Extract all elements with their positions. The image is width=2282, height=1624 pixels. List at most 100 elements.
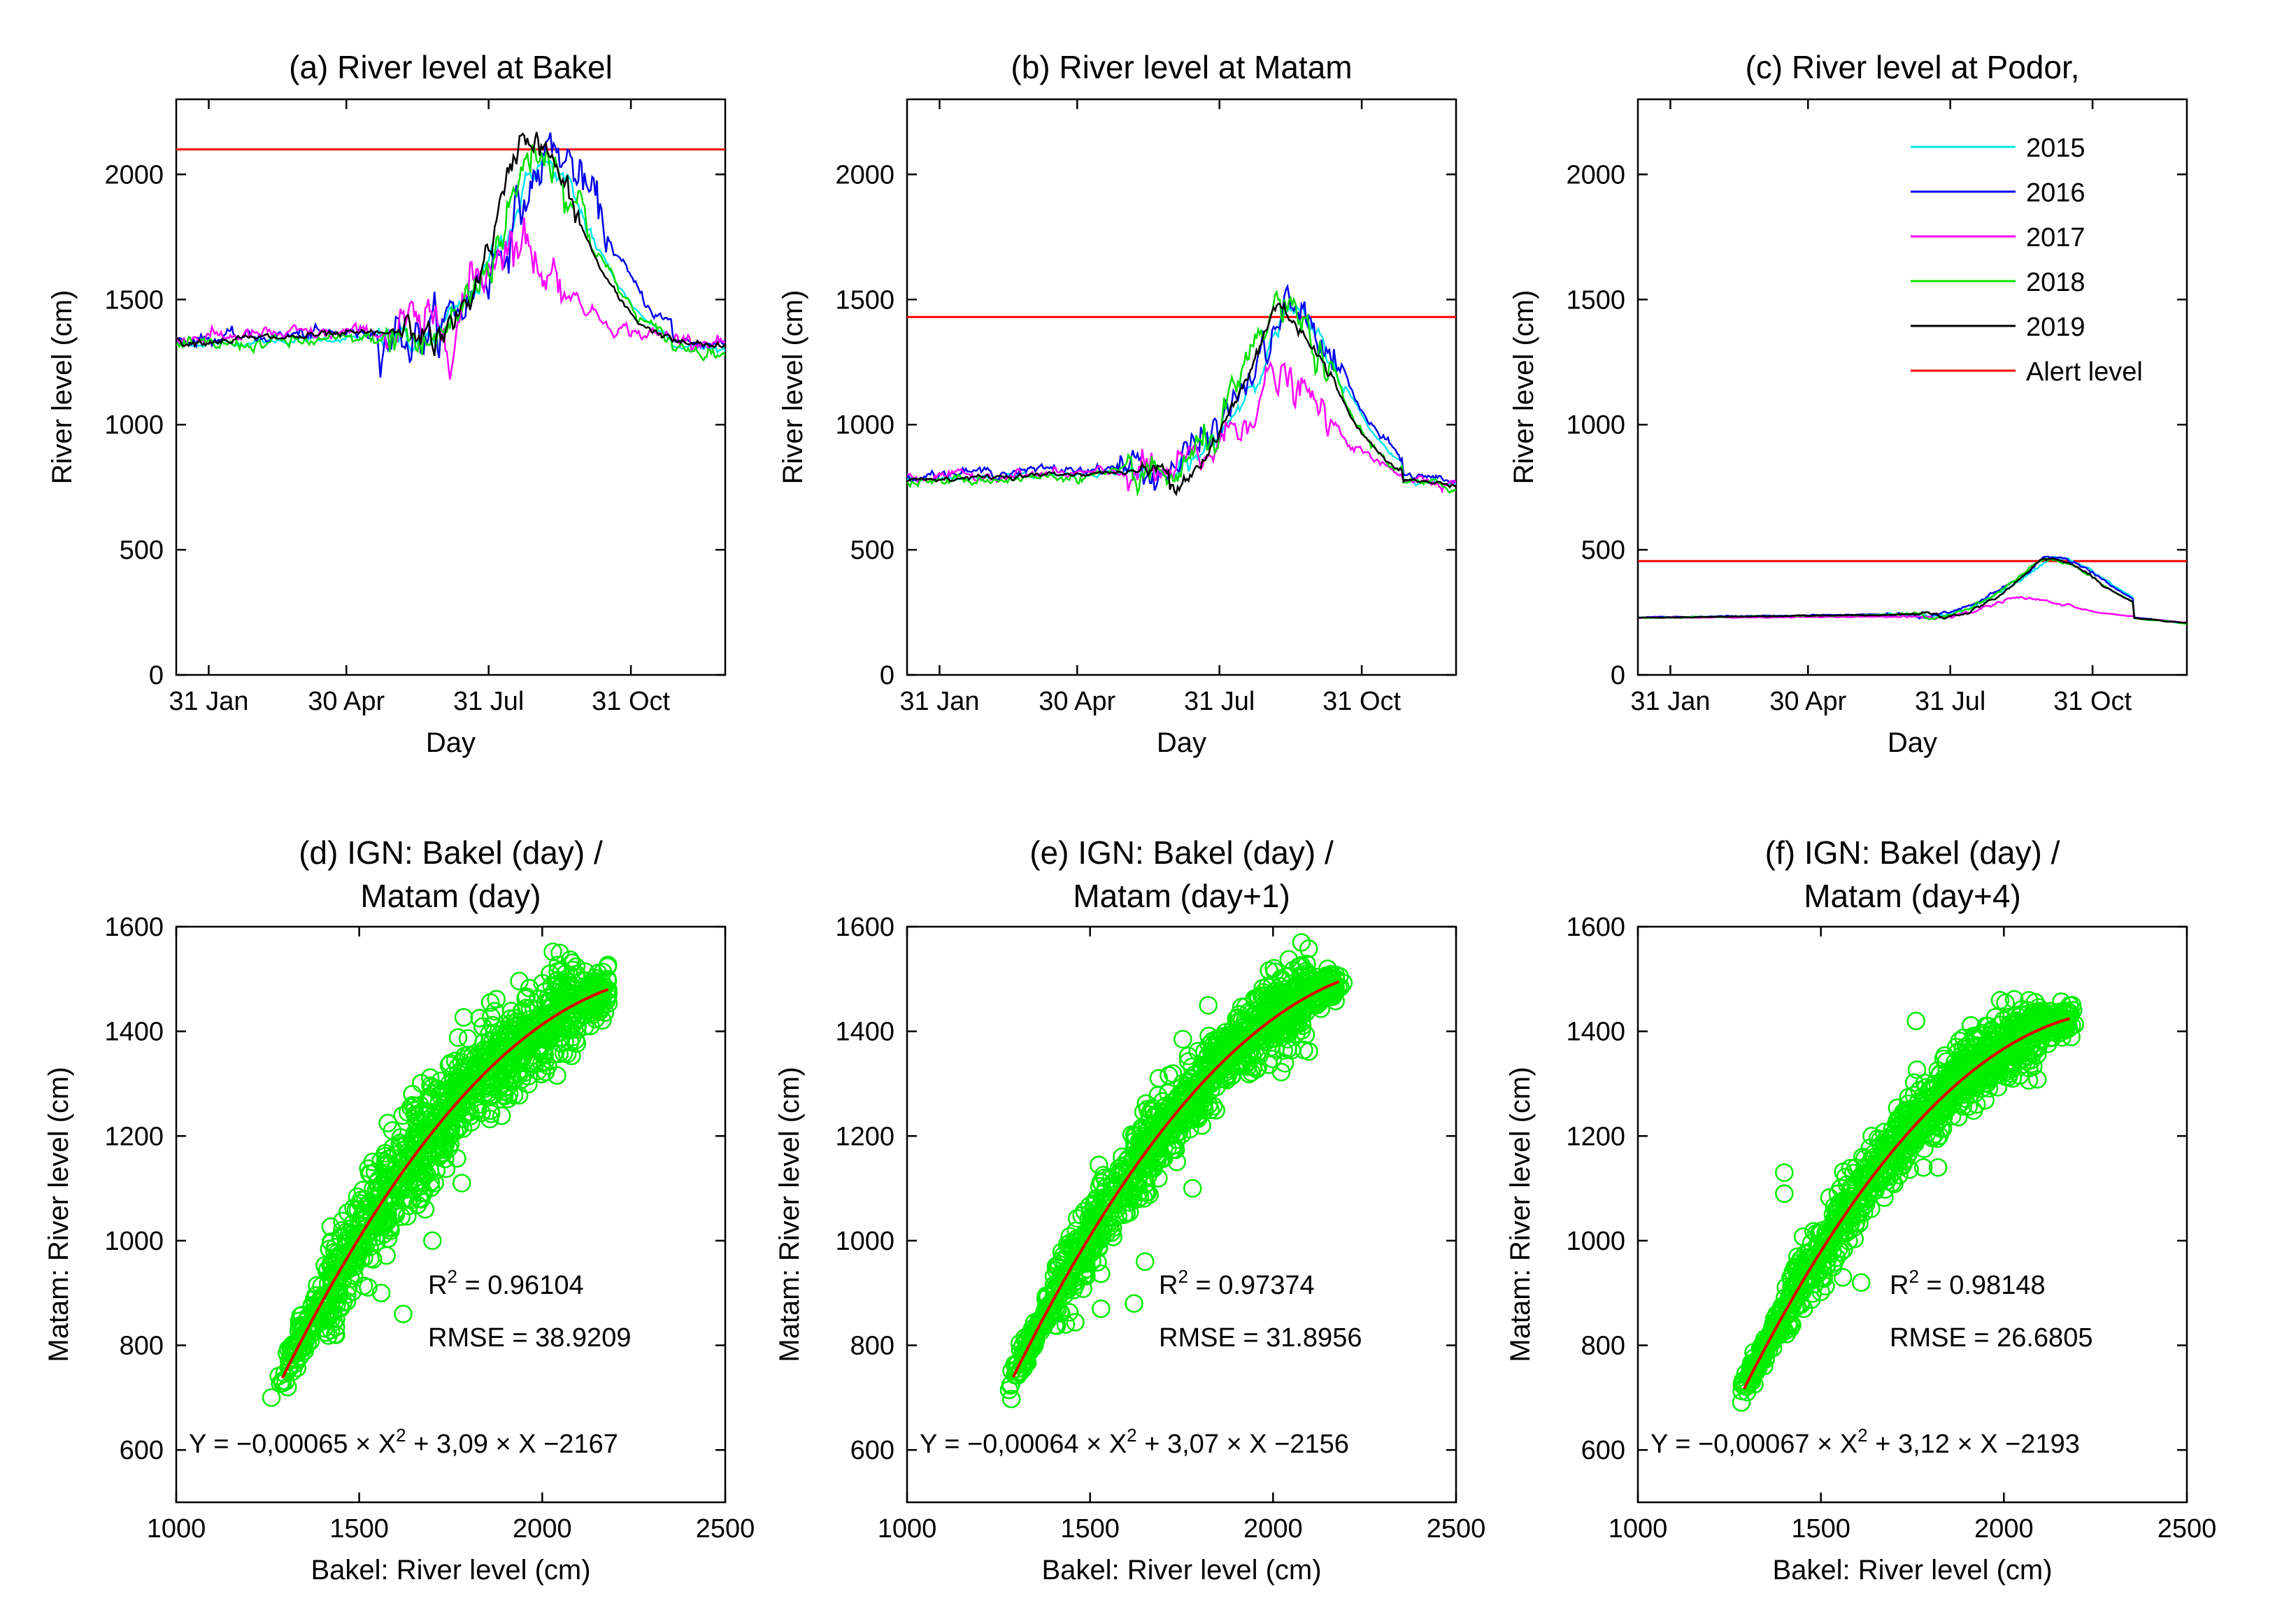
chart-title-line-1: (e) IGN: Bakel (day) /: [1029, 834, 1334, 871]
scatter-points: [1732, 990, 2084, 1412]
scatter-point: [426, 1080, 445, 1099]
scatter-point: [1183, 1178, 1202, 1198]
scatter-point: [1253, 1018, 1271, 1037]
y-tick-label: 1200: [1566, 1122, 1625, 1151]
x-tick-label: 31 Oct: [1322, 687, 1401, 716]
scatter-point: [1964, 1026, 1983, 1046]
scatter-point: [1956, 1081, 1976, 1100]
scatter-point: [1222, 1026, 1241, 1045]
scatter-point: [557, 1009, 576, 1029]
scatter-point: [1102, 1223, 1121, 1242]
scatter-point: [492, 1106, 511, 1125]
scatter-point: [1904, 1122, 1924, 1141]
scatter-point: [471, 1047, 491, 1066]
scatter-point: [599, 981, 618, 999]
scatter-point: [532, 1064, 551, 1083]
r-squared-label: R2 = 0.96104: [428, 1266, 584, 1300]
series-line-2016: [907, 283, 1456, 491]
scatter-point: [1960, 1051, 1979, 1071]
scatter-point: [561, 950, 580, 969]
scatter-point: [408, 1178, 427, 1197]
scatter-point: [1820, 1234, 1839, 1253]
scatter-point: [1199, 996, 1218, 1015]
superscript: 2: [1127, 1425, 1136, 1446]
scatter-point: [1108, 1206, 1128, 1225]
scatter-point: [436, 1092, 455, 1111]
scatter-point: [542, 976, 561, 995]
scatter-point: [344, 1199, 363, 1218]
scatter-point: [1983, 1021, 2002, 1041]
series-line-2017: [176, 217, 725, 380]
scatter-point: [550, 943, 569, 962]
x-axis-label: Bakel: River level (cm): [1041, 1555, 1321, 1586]
scatter-point: [1865, 1181, 1885, 1200]
x-tick-label: 1000: [1609, 1514, 1668, 1544]
scatter-point: [535, 982, 555, 1002]
scatter-point: [1096, 1178, 1115, 1197]
scatter-point: [1232, 1022, 1251, 1041]
y-tick-label: 2000: [835, 160, 894, 190]
scatter-point: [563, 1027, 582, 1047]
chart-title: (c) River level at Podor,: [1745, 49, 2079, 85]
scatter-point: [2027, 1039, 2047, 1058]
scatter-point: [1817, 1255, 1837, 1274]
scatter-point: [1242, 1007, 1261, 1027]
scatter-point: [1225, 1057, 1244, 1076]
scatter-point: [422, 1090, 441, 1109]
x-tick-label: 1000: [147, 1514, 206, 1544]
scatter-point: [1297, 1002, 1316, 1022]
y-tick-label: 600: [1581, 1436, 1625, 1465]
scatter-point: [1092, 1224, 1112, 1243]
scatter-point: [337, 1292, 357, 1311]
scatter-point: [369, 1169, 389, 1189]
scatter-point: [1081, 1244, 1101, 1263]
scatter-point: [1913, 1158, 1933, 1177]
fit-equation: Y = −0,00067 × X2 + 3,12 × X −2193: [1650, 1425, 2080, 1459]
scatter-point: [1977, 1073, 1996, 1092]
scatter-point: [1781, 1268, 1800, 1288]
scatter-point: [529, 1037, 548, 1056]
x-tick-label: 2500: [696, 1514, 755, 1544]
x-tick-label: 2000: [513, 1514, 572, 1544]
legend-label: 2017: [2026, 223, 2085, 252]
scatter-point: [1192, 1059, 1211, 1078]
y-tick-label: 600: [120, 1436, 164, 1465]
scatter-point: [445, 1122, 464, 1141]
axes-box: [1636, 925, 2188, 1504]
legend-label: 2019: [2026, 313, 2085, 342]
scatter-point: [1978, 1067, 1997, 1086]
x-tick-label: 2500: [2158, 1514, 2217, 1544]
scatter-point: [598, 957, 618, 976]
scatter-point: [2003, 1015, 2023, 1034]
scatter-point: [1056, 1315, 1076, 1334]
scatter-point: [592, 998, 611, 1017]
plot-area: [999, 933, 1353, 1409]
scatter-point: [1092, 1299, 1111, 1318]
scatter-point: [1066, 1313, 1085, 1332]
scatter-point: [472, 1103, 491, 1123]
y-axis-label: Matam: River level (cm): [1505, 1067, 1536, 1362]
x-axis-label: Day: [1157, 727, 1206, 758]
scatter-point: [343, 1282, 362, 1302]
scatter-point: [496, 1058, 515, 1077]
scatter-point: [1990, 990, 2010, 1010]
scatter-point: [1189, 1109, 1208, 1127]
x-tick-label: 31 Jan: [169, 687, 248, 716]
scatter-point: [1851, 1273, 1871, 1292]
scatter-point: [406, 1106, 426, 1126]
scatter-point: [1999, 1067, 2018, 1087]
y-tick-label: 500: [120, 536, 164, 565]
plot-area: [176, 131, 725, 380]
legend-label: 2016: [2026, 178, 2085, 208]
panel-e: 1000 1500 2000 2500 600 800 1000 1200 1400 1600 Ba…: [774, 834, 1485, 1586]
panel-a: 31 Jan 30 Apr 31 Jul 31 Oct 0 500 1000 1500 2000…: [47, 49, 727, 758]
scatter-point: [541, 964, 559, 983]
scatter-point: [1008, 1355, 1027, 1374]
scatter-point: [1851, 1167, 1870, 1186]
scatter-point: [529, 1062, 548, 1081]
x-tick-label: 2000: [1974, 1514, 2034, 1544]
scatter-point: [1820, 1188, 1839, 1207]
scatter-point: [1175, 1107, 1195, 1126]
scatter-point: [539, 1007, 558, 1026]
scatter-point: [536, 1052, 555, 1071]
